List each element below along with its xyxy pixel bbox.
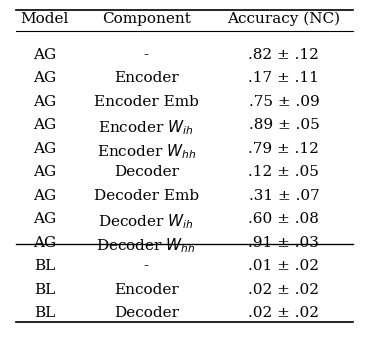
Text: BL: BL <box>34 260 55 274</box>
Text: Encoder: Encoder <box>114 283 178 297</box>
Text: Decoder $W_{hh}$: Decoder $W_{hh}$ <box>96 236 196 255</box>
Text: Decoder Emb: Decoder Emb <box>94 189 199 203</box>
Text: .31 ± .07: .31 ± .07 <box>249 189 319 203</box>
Text: AG: AG <box>33 142 57 156</box>
Text: .79 ± .12: .79 ± .12 <box>249 142 319 156</box>
Text: AG: AG <box>33 189 57 203</box>
Text: BL: BL <box>34 306 55 320</box>
Text: Decoder $W_{ih}$: Decoder $W_{ih}$ <box>98 212 194 231</box>
Text: AG: AG <box>33 236 57 250</box>
Text: AG: AG <box>33 118 57 132</box>
Text: .91 ± .03: .91 ± .03 <box>249 236 319 250</box>
Text: Decoder: Decoder <box>114 306 179 320</box>
Text: Encoder: Encoder <box>114 71 178 85</box>
Text: .89 ± .05: .89 ± .05 <box>249 118 319 132</box>
Text: Encoder Emb: Encoder Emb <box>94 95 199 109</box>
Text: -: - <box>144 48 149 62</box>
Text: -: - <box>144 260 149 274</box>
Text: Model: Model <box>21 12 69 26</box>
Text: AG: AG <box>33 212 57 226</box>
Text: .75 ± .09: .75 ± .09 <box>249 95 319 109</box>
Text: AG: AG <box>33 165 57 179</box>
Text: .02 ± .02: .02 ± .02 <box>249 306 319 320</box>
Text: .60 ± .08: .60 ± .08 <box>249 212 319 226</box>
Text: .01 ± .02: .01 ± .02 <box>249 260 319 274</box>
Text: .12 ± .05: .12 ± .05 <box>249 165 319 179</box>
Text: AG: AG <box>33 48 57 62</box>
Text: .02 ± .02: .02 ± .02 <box>249 283 319 297</box>
Text: Accuracy (NC): Accuracy (NC) <box>227 12 341 26</box>
Text: .82 ± .12: .82 ± .12 <box>249 48 319 62</box>
Text: Encoder $W_{hh}$: Encoder $W_{hh}$ <box>97 142 196 160</box>
Text: Decoder: Decoder <box>114 165 179 179</box>
Text: Encoder $W_{ih}$: Encoder $W_{ih}$ <box>99 118 194 137</box>
Text: Component: Component <box>102 12 191 26</box>
Text: AG: AG <box>33 71 57 85</box>
Text: BL: BL <box>34 283 55 297</box>
Text: .17 ± .11: .17 ± .11 <box>249 71 319 85</box>
Text: AG: AG <box>33 95 57 109</box>
